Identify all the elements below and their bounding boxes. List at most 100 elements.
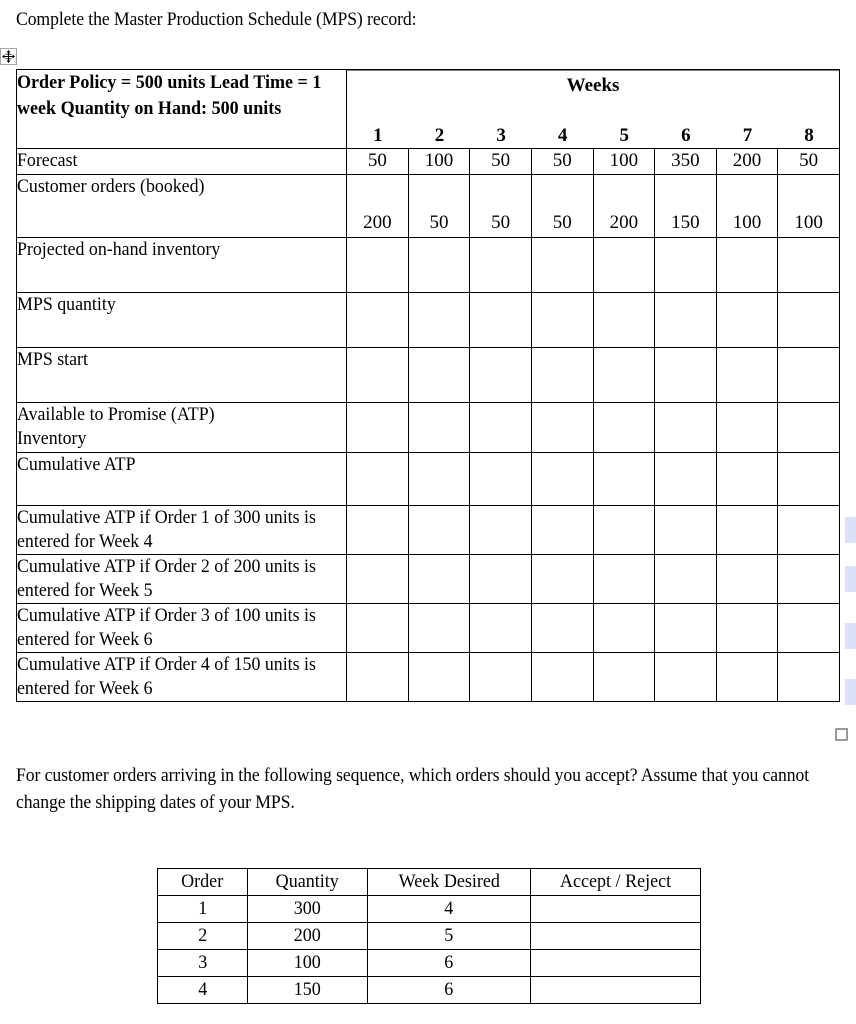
cell-customer-orders-w1[interactable]: 200 [346,174,409,238]
cell-forecast-w8[interactable]: 50 [777,148,840,175]
orders-cell-accept-3[interactable] [530,949,701,977]
cell-cum-order1-w3[interactable] [469,505,532,555]
cell-cum-order4-w1[interactable] [346,652,409,702]
cell-cumulative-atp-w3[interactable] [469,452,532,506]
cell-cum-order2-w7[interactable] [715,554,779,604]
orders-cell-accept-2[interactable] [530,922,701,950]
orders-cell-quantity-2[interactable]: 200 [247,922,368,950]
cell-cum-order1-w5[interactable] [592,505,656,555]
cell-mps-quantity-w6[interactable] [654,292,717,348]
cell-cumulative-atp-w8[interactable] [777,452,840,506]
cell-mps-quantity-w2[interactable] [407,292,471,348]
cell-atp-w7[interactable] [715,402,779,453]
cell-customer-orders-w3[interactable]: 50 [469,174,532,238]
cell-cum-order1-w4[interactable] [530,505,594,555]
cell-forecast-w4[interactable]: 50 [530,148,594,175]
cell-mps-quantity-w7[interactable] [715,292,779,348]
orders-cell-week-1[interactable]: 4 [367,895,531,923]
cell-cum-order2-w6[interactable] [654,554,717,604]
cell-atp-w4[interactable] [530,402,594,453]
cell-cumulative-atp-w6[interactable] [654,452,717,506]
cell-cum-order4-w2[interactable] [407,652,471,702]
cell-cum-order1-w2[interactable] [407,505,471,555]
cell-cum-order4-w8[interactable] [777,652,840,702]
orders-cell-quantity-4[interactable]: 150 [247,976,368,1004]
cell-cumulative-atp-w5[interactable] [592,452,656,506]
cell-cumulative-atp-w4[interactable] [530,452,594,506]
cell-cum-order3-w2[interactable] [407,603,471,653]
cell-projected-w3[interactable] [469,237,532,293]
cell-cum-order2-w2[interactable] [407,554,471,604]
table-move-handle-icon[interactable] [0,48,17,65]
cell-projected-w1[interactable] [346,237,409,293]
cell-cum-order2-w1[interactable] [346,554,409,604]
cell-atp-w5[interactable] [592,402,656,453]
cell-forecast-w3[interactable]: 50 [469,148,532,175]
orders-cell-order-3[interactable]: 3 [157,949,248,977]
orders-cell-order-4[interactable]: 4 [157,976,248,1004]
cell-cum-order3-w8[interactable] [777,603,840,653]
table-resize-handle-icon[interactable] [835,728,848,741]
cell-projected-w4[interactable] [530,237,594,293]
cell-cum-order3-w7[interactable] [715,603,779,653]
change-marker[interactable] [845,623,856,649]
cell-cum-order1-w6[interactable] [654,505,717,555]
cell-forecast-w1[interactable]: 50 [346,148,409,175]
change-marker[interactable] [845,679,856,705]
cell-projected-w8[interactable] [777,237,840,293]
cell-atp-w3[interactable] [469,402,532,453]
cell-cum-order3-w6[interactable] [654,603,717,653]
cell-mps-quantity-w3[interactable] [469,292,532,348]
cell-mps-quantity-w5[interactable] [592,292,656,348]
cell-cum-order3-w5[interactable] [592,603,656,653]
cell-atp-w6[interactable] [654,402,717,453]
cell-cum-order1-w1[interactable] [346,505,409,555]
change-marker[interactable] [845,566,856,592]
change-marker[interactable] [845,517,856,543]
cell-forecast-w2[interactable]: 100 [407,148,471,175]
cell-mps-start-w2[interactable] [407,347,471,403]
cell-projected-w5[interactable] [592,237,656,293]
cell-mps-quantity-w8[interactable] [777,292,840,348]
cell-mps-start-w8[interactable] [777,347,840,403]
cell-projected-w6[interactable] [654,237,717,293]
cell-cumulative-atp-w1[interactable] [346,452,409,506]
cell-cum-order1-w7[interactable] [715,505,779,555]
cell-cumulative-atp-w2[interactable] [407,452,471,506]
cell-cum-order4-w4[interactable] [530,652,594,702]
cell-mps-start-w6[interactable] [654,347,717,403]
cell-cumulative-atp-w7[interactable] [715,452,779,506]
cell-cum-order4-w5[interactable] [592,652,656,702]
cell-cum-order2-w5[interactable] [592,554,656,604]
cell-cum-order3-w3[interactable] [469,603,532,653]
orders-cell-accept-4[interactable] [530,976,701,1004]
cell-atp-w8[interactable] [777,402,840,453]
cell-mps-start-w1[interactable] [346,347,409,403]
cell-mps-start-w3[interactable] [469,347,532,403]
orders-cell-week-3[interactable]: 6 [367,949,531,977]
cell-cum-order2-w8[interactable] [777,554,840,604]
orders-cell-order-1[interactable]: 1 [157,895,248,923]
orders-cell-week-4[interactable]: 6 [367,976,531,1004]
cell-mps-start-w5[interactable] [592,347,656,403]
cell-customer-orders-w6[interactable]: 150 [654,174,717,238]
orders-cell-quantity-3[interactable]: 100 [247,949,368,977]
cell-forecast-w7[interactable]: 200 [715,148,779,175]
cell-mps-quantity-w1[interactable] [346,292,409,348]
cell-forecast-w6[interactable]: 350 [654,148,717,175]
cell-mps-start-w7[interactable] [715,347,779,403]
cell-cum-order3-w1[interactable] [346,603,409,653]
orders-cell-quantity-1[interactable]: 300 [247,895,368,923]
orders-cell-week-2[interactable]: 5 [367,922,531,950]
cell-customer-orders-w4[interactable]: 50 [530,174,594,238]
cell-forecast-w5[interactable]: 100 [592,148,656,175]
cell-atp-w2[interactable] [407,402,471,453]
cell-cum-order2-w4[interactable] [530,554,594,604]
cell-cum-order2-w3[interactable] [469,554,532,604]
cell-cum-order4-w3[interactable] [469,652,532,702]
cell-cum-order4-w6[interactable] [654,652,717,702]
cell-customer-orders-w8[interactable]: 100 [777,174,840,238]
cell-cum-order4-w7[interactable] [715,652,779,702]
cell-customer-orders-w7[interactable]: 100 [715,174,779,238]
cell-customer-orders-w2[interactable]: 50 [407,174,471,238]
